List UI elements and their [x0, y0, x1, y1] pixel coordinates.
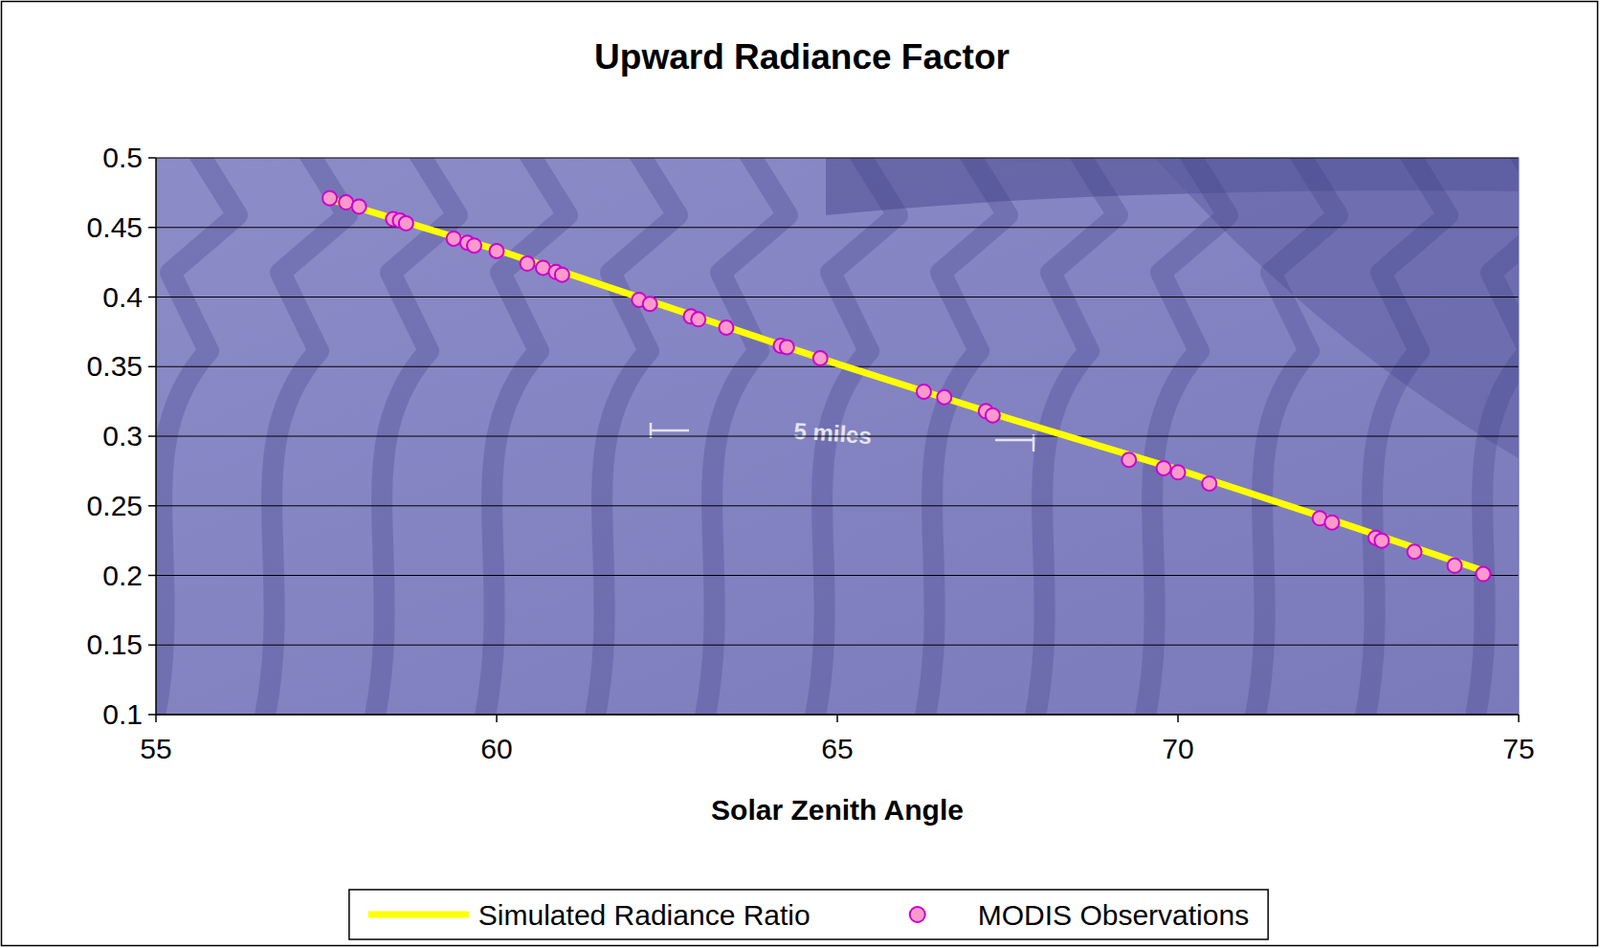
grid-line	[155, 575, 1519, 577]
x-tick-label: 65	[821, 733, 853, 765]
legend: Simulated Radiance Ratio MODIS Observatio…	[349, 889, 1268, 940]
scatter-point	[813, 351, 828, 366]
x-tick-label: 55	[139, 733, 172, 765]
chart: 5 miles 0.1 0.15 0.2 0.25 0.3 0.35 0.4 0.45 0.5 55…	[0, 0, 1600, 948]
scatter-point	[1407, 544, 1423, 559]
legend-item: MODIS Observations	[910, 899, 1249, 932]
x-axis-title: Solar Zenith Angle	[711, 794, 964, 826]
scatter-point	[936, 390, 952, 405]
scatter-point	[446, 231, 462, 246]
y-tick	[148, 296, 156, 299]
y-tick-label: 0.25	[87, 489, 143, 522]
annotation: 5 miles	[793, 418, 873, 450]
scatter-point	[1201, 476, 1217, 491]
grid-line	[155, 296, 1519, 298]
legend-box	[349, 889, 1268, 940]
scatter-point	[399, 216, 414, 231]
scatter-point	[690, 311, 706, 327]
legend-label: MODIS Observations	[977, 899, 1249, 932]
grid-line	[155, 714, 1519, 716]
y-tick	[148, 435, 156, 438]
legend-symbol	[368, 911, 469, 919]
scatter-point	[1121, 452, 1136, 467]
legend-label: Simulated Radiance Ratio	[478, 899, 811, 932]
x-tick-label: 70	[1161, 733, 1194, 765]
x-tick	[155, 714, 157, 723]
annotation-bracket	[995, 434, 1034, 452]
y-tick-label: 0.1	[102, 698, 143, 731]
series-line	[326, 198, 1485, 572]
scatter-point	[520, 256, 535, 271]
grid-line	[155, 157, 1519, 159]
y-tick-label: 0.4	[102, 281, 143, 313]
x-tick-label: 60	[480, 733, 512, 765]
chart-frame	[1, 1, 1599, 947]
y-tick	[148, 366, 156, 369]
scatter-point	[1156, 461, 1172, 476]
y-tick	[148, 156, 156, 159]
grid-line	[155, 436, 1519, 438]
y-tick-label: 0.45	[87, 211, 143, 244]
x-tick	[1177, 714, 1179, 723]
scatter-point	[718, 320, 734, 335]
scatter-point	[1324, 515, 1339, 531]
scatter-point	[1374, 533, 1389, 549]
legend-symbol	[910, 907, 926, 923]
y-tick-label: 0.35	[87, 350, 143, 382]
scatter-point	[489, 244, 505, 259]
title: Upward Radiance Factor	[594, 37, 1010, 77]
y-tick	[148, 713, 156, 716]
scatter-point	[985, 408, 1000, 423]
y-tick	[148, 644, 156, 647]
scatter-point	[1171, 465, 1186, 480]
y-tick-label: 0.2	[102, 559, 143, 592]
scatter-point	[916, 384, 932, 400]
y-tick	[148, 575, 156, 578]
x-tick	[495, 714, 498, 723]
scatter-point	[1475, 567, 1490, 582]
plot-edge	[1518, 157, 1520, 715]
scatter-point	[1447, 558, 1463, 574]
y-tick	[148, 505, 156, 508]
scatter-point	[643, 296, 658, 312]
scatter-point	[779, 339, 795, 355]
plot-background	[155, 157, 1519, 715]
x-tick	[1517, 714, 1520, 723]
y-tick-label: 0.15	[87, 628, 143, 661]
y-tick-label: 0.3	[102, 420, 143, 452]
x-tick	[836, 714, 839, 723]
scatter-point	[555, 267, 570, 283]
marks	[322, 191, 1490, 582]
y-tick	[148, 226, 156, 229]
x-axis	[155, 713, 1519, 716]
scatter-point	[322, 191, 337, 206]
scatter-point	[466, 238, 482, 253]
grid-line	[155, 505, 1519, 507]
y-axis	[155, 157, 157, 715]
x-tick-label: 75	[1502, 733, 1534, 765]
legend-item: Simulated Radiance Ratio	[368, 899, 811, 932]
grid-line	[155, 644, 1519, 646]
y-tick-label: 0.5	[102, 141, 143, 174]
scatter-point	[352, 199, 367, 214]
grid-line	[155, 226, 1519, 228]
